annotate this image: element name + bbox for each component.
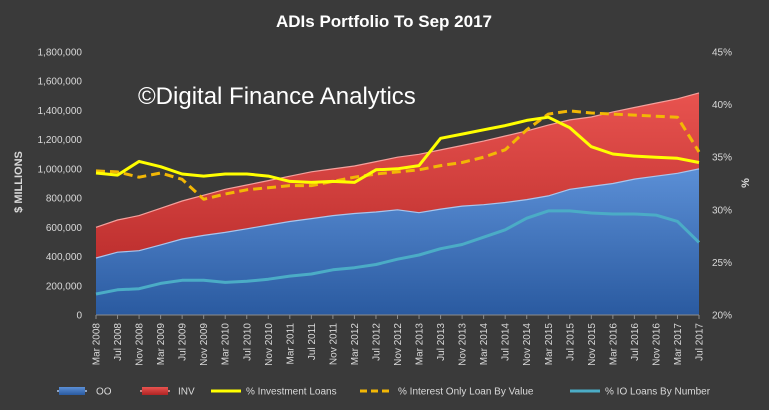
x-tick-label: Nov 2012 [393,323,404,366]
x-tick-label: Nov 2015 [587,323,598,366]
x-tick-label: Mar 2008 [92,323,103,366]
legend-swatch [59,387,85,395]
x-tick-label: Jul 2008 [113,323,124,361]
x-tick-label: Nov 2010 [264,323,275,366]
x-tick-label: Jul 2017 [695,323,706,361]
x-tick-label: Mar 2010 [221,323,232,366]
line-layer [95,109,701,296]
x-tick-label: Jul 2015 [565,323,576,361]
x-tick-label: Mar 2016 [608,323,619,366]
area-layer [95,92,700,316]
left-tick-label: 1,800,000 [38,48,83,59]
right-tick-label: 25% [712,258,732,269]
left-tick-label: 600,000 [46,223,83,234]
line-investment_loans [95,115,700,184]
area-edge-oo [95,168,700,259]
x-tick-label: Mar 2012 [350,323,361,366]
right-tick-label: 40% [712,100,732,111]
line-io_by_value [95,109,701,201]
left-tick-label: 1,400,000 [38,106,83,117]
x-tick-label: Mar 2014 [479,323,490,366]
x-tick-label: Nov 2014 [522,323,533,366]
x-tick-label: Mar 2011 [285,323,296,365]
chart-title: ADIs Portfolio To Sep 2017 [276,12,492,31]
legend-item-investment_loans: % Investment Loans [211,387,337,398]
area-oo [96,168,699,315]
left-tick-label: 1,000,000 [38,164,83,175]
legend-label: % Investment Loans [246,387,337,398]
x-tick-label: Nov 2008 [135,323,146,366]
right-tick-label: 20% [712,311,732,322]
x-tick-label: Mar 2017 [673,323,684,366]
x-tick-label: Mar 2009 [156,323,167,366]
legend: OO INV % Investment Loans % Interest Only L… [57,387,711,398]
x-tick-label: Jul 2013 [436,323,447,361]
area-edge-inv [95,92,700,228]
legend-swatch [142,387,168,395]
x-tick-label: Nov 2011 [328,323,339,366]
left-y-ticks: 0 200,000 400,000 600,000 800,000 1,000,000 1,… [38,48,83,322]
legend-item-io_by_number: % IO Loans By Number [570,387,711,398]
x-tick-label: Jul 2014 [501,323,512,361]
x-tick-label: Jul 2009 [178,323,189,361]
x-tick-label: Nov 2009 [199,323,210,366]
x-tick-label: Mar 2015 [544,323,555,366]
legend-item-oo: OO [57,387,112,398]
right-tick-label: 35% [712,153,732,164]
legend-label: % Interest Only Loan By Value [398,387,534,398]
x-ticks: Mar 2008 Jul 2008 Nov 2008 Mar 2009 Jul 2009… [92,315,706,366]
right-axis-label: % [740,178,752,188]
left-tick-label: 200,000 [46,281,83,292]
right-y-ticks: 20% 25% 30% 35% 40% 45% [712,48,732,322]
right-tick-label: 30% [712,205,732,216]
watermark: ©Digital Finance Analytics [138,83,416,110]
x-tick-label: Jul 2010 [242,323,253,361]
x-tick-label: Jul 2016 [630,323,641,361]
x-tick-label: Mar 2013 [415,323,426,366]
left-tick-label: 800,000 [46,194,83,205]
legend-label: OO [96,387,112,398]
left-tick-label: 1,200,000 [38,135,83,146]
legend-item-inv: INV [140,387,195,398]
left-tick-label: 0 [76,311,82,322]
left-tick-label: 1,600,000 [38,77,83,88]
line-io_by_number [95,209,701,296]
right-tick-label: 45% [712,48,732,59]
x-tick-label: Jul 2011 [307,323,318,361]
x-tick-label: Nov 2016 [651,323,662,366]
x-tick-label: Nov 2013 [458,323,469,366]
x-tick-label: Jul 2012 [372,323,383,361]
left-tick-label: 400,000 [46,252,83,263]
legend-item-io_by_value: % Interest Only Loan By Value [360,387,534,398]
legend-label: % IO Loans By Number [605,387,711,398]
left-axis-label: $ MILLIONS [13,151,25,213]
legend-label: INV [178,387,195,398]
